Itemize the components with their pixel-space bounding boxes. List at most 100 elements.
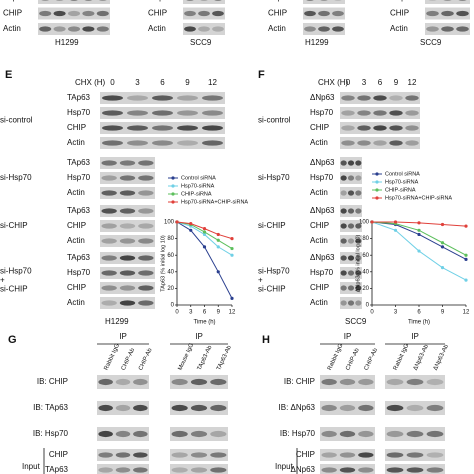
legend-marker xyxy=(375,180,379,184)
blot-band xyxy=(358,452,374,458)
blot-band xyxy=(115,430,131,438)
blot-band xyxy=(340,270,347,276)
x-tick-label: 12 xyxy=(229,310,236,316)
blot-band xyxy=(98,467,113,473)
legend-label: CHIP-siRNA xyxy=(181,191,212,197)
blot-band xyxy=(55,0,64,1)
legend-label: Hsp70-siRNA xyxy=(181,183,215,189)
blot-band xyxy=(405,95,419,101)
blot-band xyxy=(138,223,154,229)
blot-band xyxy=(355,270,362,276)
time-label: 9 xyxy=(394,78,399,87)
blot-band xyxy=(347,270,355,276)
blot-background xyxy=(425,0,470,4)
blot-band xyxy=(321,378,337,386)
blot-band xyxy=(212,10,224,17)
blot-band xyxy=(339,404,356,412)
blot-band xyxy=(334,0,342,1)
blot-band xyxy=(304,10,316,17)
blot-band xyxy=(428,0,437,1)
data-point xyxy=(175,220,179,224)
group-label: si-Hsp70 xyxy=(258,267,290,276)
data-point xyxy=(216,238,220,242)
blot-band xyxy=(119,255,136,261)
data-point xyxy=(230,237,234,241)
legend-label: Hsp70-siRNA+CHIP-siRNA xyxy=(385,195,452,201)
blot-band xyxy=(426,467,444,473)
data-point xyxy=(230,253,234,257)
blot-band xyxy=(98,452,113,458)
blot-band xyxy=(138,255,154,261)
blot-band xyxy=(119,208,136,214)
legend-label: Control siRNA xyxy=(385,171,420,177)
data-point xyxy=(417,221,421,225)
blot-band xyxy=(171,378,188,386)
data-point xyxy=(230,296,234,300)
y-tick-label: 80 xyxy=(167,236,174,242)
blot-band xyxy=(373,125,387,131)
row-label: Actin xyxy=(310,188,328,197)
blot-band xyxy=(426,26,439,32)
data-point xyxy=(189,228,193,232)
group-label: si-Hsp70 xyxy=(0,173,32,182)
blot-band xyxy=(357,125,371,131)
blot-band xyxy=(340,175,347,181)
data-point xyxy=(440,245,445,249)
blot-band xyxy=(339,378,356,386)
ib-label: IB: CHIP xyxy=(37,377,68,386)
blot-band xyxy=(339,430,356,438)
blot-band xyxy=(152,125,173,131)
blot-band xyxy=(210,467,227,473)
blot-band xyxy=(101,255,117,261)
blot-band xyxy=(190,378,208,386)
row-label: Hsp70 xyxy=(67,173,91,182)
data-point xyxy=(202,227,207,231)
row-label: CHIP xyxy=(3,9,22,18)
blot-band xyxy=(127,95,148,101)
blot-band xyxy=(115,404,131,412)
data-point xyxy=(440,241,445,245)
blot-band xyxy=(340,223,347,229)
blot-band xyxy=(138,238,154,244)
blot-band xyxy=(96,26,109,32)
blot-band xyxy=(184,10,196,17)
blot-band xyxy=(405,140,419,146)
row-label: Hsp70 xyxy=(310,108,334,117)
blot-band xyxy=(41,0,50,1)
row-label: Hsp70 xyxy=(67,268,91,277)
panel-label: G xyxy=(8,334,17,346)
time-label: 3 xyxy=(135,78,140,87)
y-tick-label: 20 xyxy=(362,286,369,292)
cell-line-label: SCC9 xyxy=(420,38,442,47)
blot-band xyxy=(101,175,117,181)
blot-band xyxy=(200,0,208,1)
y-tick-label: 40 xyxy=(167,269,174,275)
blot-band xyxy=(101,285,117,291)
blot-band xyxy=(171,452,188,458)
cell-line-label: SCC9 xyxy=(345,317,367,326)
blot-band xyxy=(190,452,208,458)
data-point xyxy=(216,270,220,274)
blot-band xyxy=(138,270,154,276)
row-label: CHIP xyxy=(148,9,167,18)
legend-marker xyxy=(171,192,175,196)
y-tick-label: 0 xyxy=(366,303,370,309)
row-label: CHIP xyxy=(390,9,409,18)
blot-band xyxy=(101,270,117,276)
blot-band xyxy=(340,300,347,306)
row-label: CHIP xyxy=(310,221,329,230)
data-point xyxy=(189,222,193,226)
blot-band xyxy=(355,238,362,244)
blot-band xyxy=(441,26,454,32)
row-label: Actin xyxy=(390,24,408,33)
blot-band xyxy=(127,110,148,116)
blot-band xyxy=(202,95,223,101)
blot-band xyxy=(53,10,66,17)
blot-band xyxy=(96,10,109,17)
data-point xyxy=(417,249,421,253)
blot-band xyxy=(320,0,328,1)
blot-band xyxy=(152,140,173,146)
blot-band xyxy=(355,255,362,261)
blot-background xyxy=(183,0,225,4)
blot-band xyxy=(339,452,356,458)
